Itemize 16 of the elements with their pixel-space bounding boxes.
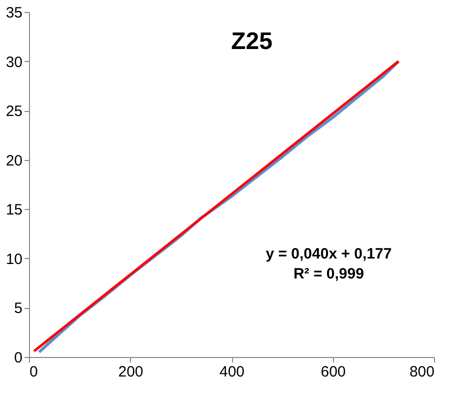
y-tick-label: 35 [6, 4, 22, 22]
y-tick-label: 0 [14, 350, 22, 366]
text: Z25 [231, 28, 272, 55]
y-tick-label: 15 [6, 202, 22, 219]
annotation: R² = 0,999 [293, 266, 364, 282]
y-tick-label: 25 [6, 103, 22, 120]
y-tick-label: 20 [6, 152, 22, 170]
y-tick-label: 10 [6, 250, 22, 268]
x-tick-label: 600 [320, 364, 346, 380]
x-tick-label: 0 [30, 364, 38, 380]
x-tick-label: 400 [219, 364, 245, 380]
x-tick-label: 200 [118, 364, 144, 380]
annotation: y = 0,040x + 0,177 [266, 246, 392, 262]
y-tick-label: 30 [6, 54, 22, 71]
y-tick-label: 5 [14, 300, 22, 318]
x-tick-label: 800 [409, 364, 434, 380]
